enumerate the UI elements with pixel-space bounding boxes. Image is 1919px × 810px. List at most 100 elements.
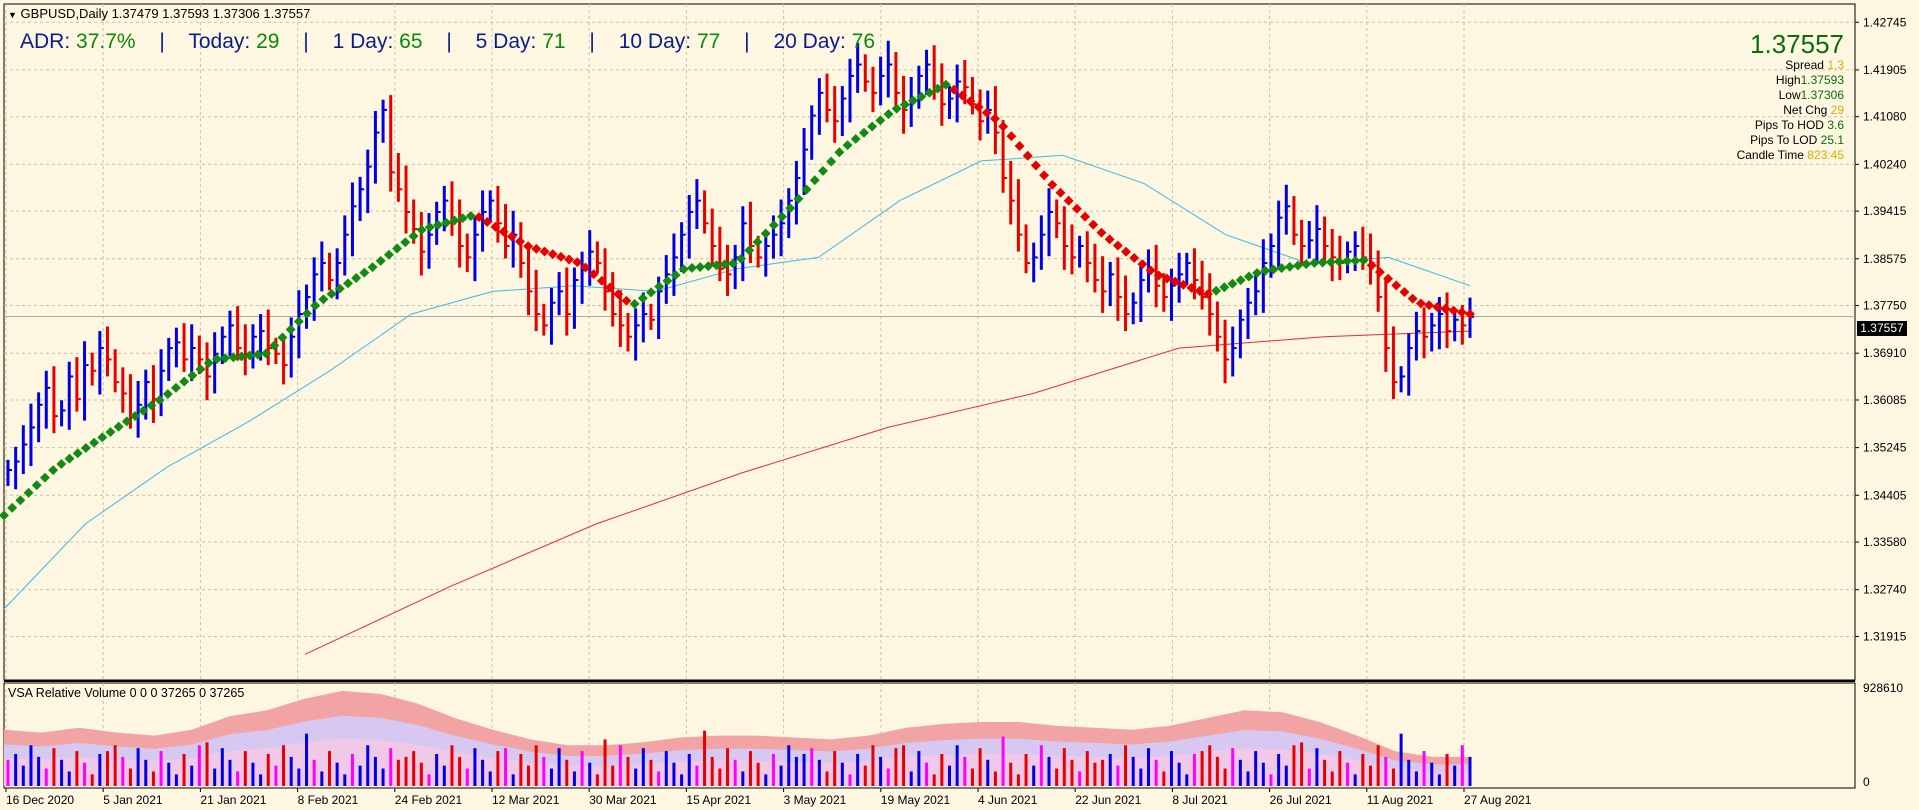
ma-diamond [760, 228, 771, 239]
ma-diamond [1080, 211, 1091, 222]
ma-diamond [498, 226, 509, 237]
ma-diamond [981, 107, 992, 118]
y-tick-label: 1.36910 [1863, 346, 1907, 360]
y-tick-label: 1.39415 [1863, 204, 1907, 218]
ma-diamond [375, 255, 386, 266]
y-tick-label: 1.34405 [1863, 488, 1907, 502]
symbol-header: ▼ GBPUSD,Daily 1.37479 1.37593 1.37306 1… [8, 6, 310, 21]
ma-diamond [547, 249, 558, 260]
menu-triangle-icon[interactable]: ▼ [8, 10, 17, 20]
x-tick-label: 5 Jan 2021 [103, 793, 163, 807]
candle-time-value: 823:45 [1807, 148, 1844, 162]
ma-diamond [1121, 246, 1131, 257]
ma-diamond [752, 237, 763, 247]
ma-diamond [1456, 307, 1467, 318]
separator: | [744, 30, 750, 53]
ma-diamond [973, 102, 984, 112]
ma-diamond [334, 283, 345, 294]
separator: | [159, 30, 165, 53]
d5-value: 71 [542, 30, 566, 53]
ma-diamond [220, 353, 231, 364]
ma-diamond [1055, 187, 1066, 198]
ma-diamond [211, 354, 222, 365]
ma-diamond [1235, 275, 1246, 286]
ma-diamond [875, 115, 886, 126]
ma-diamond [465, 211, 476, 221]
ma-diamond [629, 298, 640, 309]
ma-diamond [957, 90, 968, 101]
d10-value: 77 [696, 30, 721, 53]
ma-diamond [236, 351, 247, 362]
ma-diamond [1317, 257, 1328, 268]
ma-diamond [1399, 287, 1410, 297]
ma-diamond [1293, 260, 1303, 271]
volume-zero-label: 0 [1863, 775, 1870, 789]
ma-diamond [793, 193, 804, 204]
ma-diamond [1047, 179, 1058, 190]
y-tick-label: 1.37750 [1863, 299, 1907, 313]
ma-diamond [261, 348, 272, 359]
ma-diamond [318, 294, 329, 305]
x-tick-label: 30 Mar 2021 [589, 793, 657, 807]
ma-diamond [343, 278, 353, 289]
ma-diamond [809, 175, 820, 186]
ma-diamond [105, 427, 116, 437]
ma-diamond [670, 270, 681, 281]
ma-diamond [678, 264, 689, 275]
ma-diamond [858, 127, 869, 138]
ma-diamond [867, 121, 878, 132]
d10-label: 10 Day: [618, 30, 692, 53]
ma-diamond [1227, 278, 1238, 289]
ma-diamond [80, 443, 91, 453]
d20-label: 20 Day: [773, 30, 846, 53]
ma-diamond [1268, 264, 1279, 275]
d20-value: 76 [851, 30, 876, 53]
high-label: High [1775, 73, 1801, 87]
sma-mid-line [3, 154, 1471, 610]
ma-diamond [515, 236, 525, 247]
x-tick-label: 8 Feb 2021 [298, 793, 359, 807]
ma-diamond [89, 437, 100, 448]
ma-diamond [621, 295, 632, 306]
separator: | [589, 30, 595, 53]
y-tick-label: 1.36085 [1863, 393, 1907, 407]
ma-diamond [359, 267, 370, 278]
ma-diamond [1178, 279, 1189, 290]
ma-diamond [1334, 256, 1344, 267]
ma-diamond [1276, 263, 1287, 274]
ma-diamond [1039, 170, 1050, 181]
ma-diamond [719, 259, 730, 270]
x-tick-label: 21 Jan 2021 [200, 793, 266, 807]
x-tick-label: 4 Jun 2021 [978, 793, 1038, 807]
x-tick-label: 19 May 2021 [881, 793, 951, 807]
ma-diamond [1104, 234, 1115, 245]
ma-diamond [15, 495, 26, 506]
ma-diamond [605, 282, 616, 293]
low-value: 1.37306 [1800, 88, 1844, 102]
ma-diamond [1301, 259, 1312, 270]
current-price: 1.37557 [1750, 29, 1844, 59]
d1-value: 65 [399, 30, 423, 53]
x-tick-label: 11 Aug 2021 [1367, 793, 1434, 807]
x-tick-label: 12 Mar 2021 [492, 793, 560, 807]
y-tick-label: 1.41080 [1863, 110, 1907, 124]
spread-row: Spread 1.3 [1737, 58, 1844, 73]
adr-label: ADR: [20, 30, 71, 53]
ma-diamond [1465, 309, 1475, 320]
ma-diamond [269, 340, 280, 351]
today-value: 29 [256, 30, 280, 53]
ma-diamond [64, 453, 75, 464]
ma-diamond [48, 465, 59, 476]
ma-diamond [1415, 298, 1426, 309]
ma-diamond [711, 260, 722, 271]
ma-diamond [924, 87, 935, 98]
ma-diamond [162, 389, 173, 399]
ma-diamond [801, 184, 812, 195]
ma-diamond [23, 487, 34, 498]
ma-diamond [424, 222, 435, 233]
ma-diamond [130, 411, 140, 421]
x-tick-label: 24 Feb 2021 [395, 793, 463, 807]
y-tick-label: 1.35245 [1863, 441, 1907, 455]
ma-diamond [899, 99, 910, 110]
